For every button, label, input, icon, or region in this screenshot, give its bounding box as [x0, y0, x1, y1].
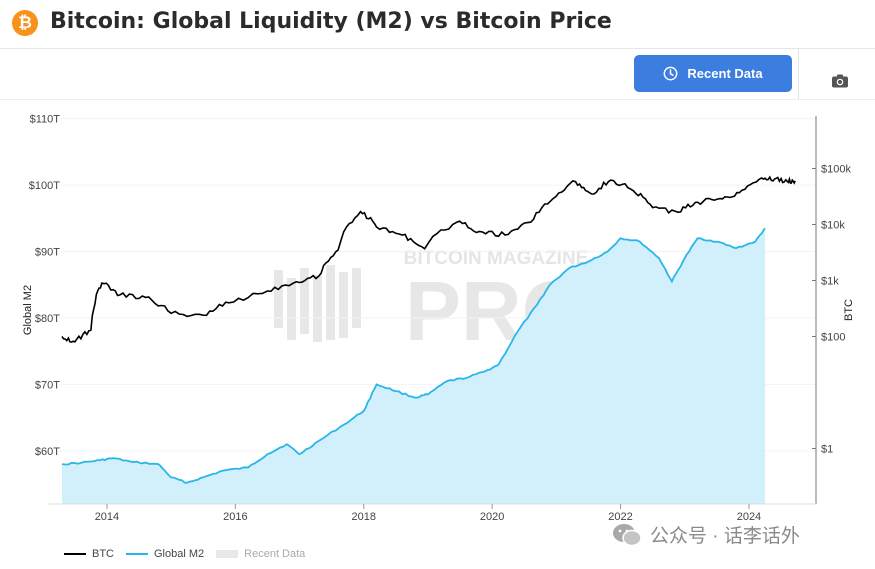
- right-tick-label: $1k: [821, 276, 839, 288]
- legend-item-recent[interactable]: Recent Data: [216, 548, 305, 560]
- toolbar-divider: [798, 49, 799, 99]
- x-tick-label: 2022: [608, 511, 632, 523]
- chart-area: BITCOIN MAGAZINE PRO Global M2 BTC $60T$…: [22, 114, 855, 523]
- x-tick-label: 2014: [95, 511, 119, 523]
- bitcoin-logo-icon: ₿: [12, 10, 38, 36]
- btc-price-line: [61, 175, 796, 343]
- right-axis-title: BTC: [843, 299, 855, 321]
- legend-item-m2[interactable]: Global M2: [126, 548, 204, 560]
- x-tick-label: 2016: [223, 511, 247, 523]
- left-tick-label: $70T: [35, 379, 60, 391]
- left-tick-label: $90T: [35, 247, 60, 259]
- watermark-top-text: BITCOIN MAGAZINE: [404, 248, 589, 269]
- watermark-candles-icon: [274, 265, 361, 342]
- left-tick-label: $60T: [35, 446, 60, 458]
- legend-label-btc: BTC: [92, 548, 114, 560]
- legend-label-m2: Global M2: [154, 548, 205, 560]
- x-tick-label: 2020: [480, 511, 504, 523]
- camera-icon[interactable]: [831, 73, 849, 89]
- right-tick-label: $100k: [821, 164, 851, 176]
- left-tick-label: $110T: [30, 114, 61, 126]
- legend-swatch-btc: [64, 553, 86, 555]
- right-tick-label: $1: [821, 444, 833, 456]
- chart-legend: BTC Global M2 Recent Data: [64, 548, 317, 560]
- recent-data-button[interactable]: Recent Data: [634, 55, 792, 92]
- wechat-watermark: 公众号 · 话李话外: [612, 521, 800, 548]
- legend-swatch-m2: [126, 553, 148, 555]
- left-tick-label: $100T: [29, 180, 60, 192]
- global-m2-line: [61, 227, 766, 484]
- legend-swatch-recent: [216, 550, 239, 558]
- legend-label-recent: Recent Data: [244, 548, 306, 560]
- left-axis-title: Global M2: [22, 285, 34, 335]
- left-tick-label: $80T: [35, 313, 60, 325]
- x-tick-label: 2024: [737, 511, 761, 523]
- chart-header: ₿ Bitcoin: Global Liquidity (M2) vs Bitc…: [0, 0, 875, 49]
- x-tick-label: 2018: [352, 511, 376, 523]
- chart-title: Bitcoin: Global Liquidity (M2) vs Bitcoi…: [50, 9, 612, 34]
- chart-axes: Global M2 BTC $60T $70T $80T $90T $100T $110T…: [22, 114, 855, 523]
- recent-data-label: Recent Data: [687, 66, 763, 81]
- legend-item-btc[interactable]: BTC: [64, 548, 114, 560]
- wechat-icon: [613, 523, 642, 546]
- right-tick-label: $10k: [821, 220, 845, 232]
- global-m2-series: [61, 227, 766, 505]
- wechat-text: 公众号 · 话李话外: [650, 526, 800, 547]
- global-m2-area: [62, 228, 765, 505]
- btc-series: [61, 175, 796, 343]
- right-tick-label: $100: [821, 332, 845, 344]
- chart-toolbar: Recent Data: [0, 49, 875, 100]
- clock-icon: [663, 66, 678, 81]
